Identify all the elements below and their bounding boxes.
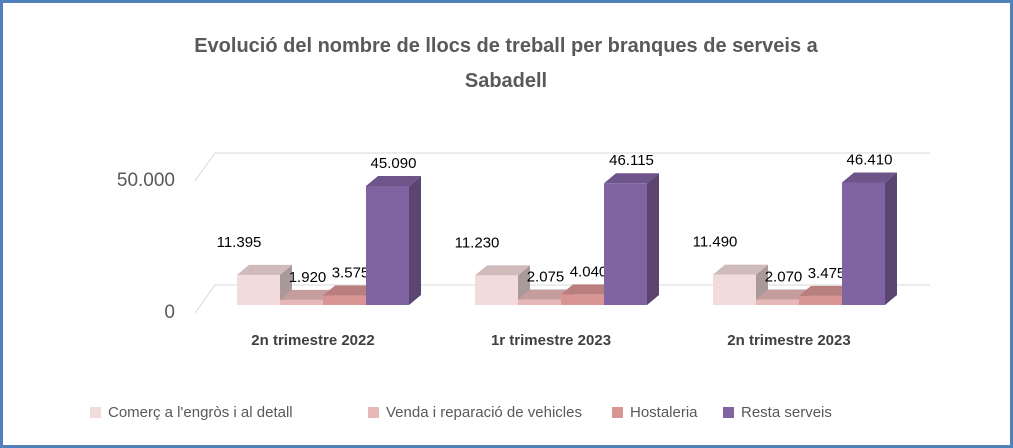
bar: [799, 295, 842, 305]
value-label: 11.490: [693, 234, 738, 251]
bar: [323, 295, 366, 305]
bar: [518, 299, 561, 305]
bar-top: [604, 173, 659, 184]
value-label: 3.475: [808, 265, 846, 282]
legend-label: Comerç a l'engròs i al detall: [108, 404, 293, 421]
bar: [842, 182, 885, 305]
chart-title: Evolució del nombre de llocs de treball …: [194, 35, 818, 92]
y-tick-label: 50.000: [117, 170, 175, 191]
legend-label: Hostaleria: [630, 404, 698, 421]
legend-label: Venda i reparació de vehicles: [386, 404, 582, 421]
value-label: 45.090: [371, 155, 417, 172]
bar: [475, 275, 518, 305]
bar-top: [475, 265, 530, 276]
legend-swatch: [723, 407, 734, 418]
legend-swatch: [90, 407, 101, 418]
bar-top: [713, 264, 768, 275]
bar-top: [518, 289, 573, 300]
x-tick-label: 2n trimestre 2022: [251, 332, 374, 349]
value-label: 46.115: [609, 152, 654, 169]
legend-label: Resta serveis: [741, 404, 832, 421]
y-tick-label: 0: [164, 302, 175, 323]
x-tick-label: 1r trimestre 2023: [491, 332, 611, 349]
bar: [366, 185, 409, 305]
bar-side: [885, 172, 897, 305]
bar: [756, 299, 799, 305]
bar: [237, 274, 280, 305]
value-label: 46.410: [847, 151, 893, 168]
bar: [561, 294, 604, 305]
legend-swatch: [612, 407, 623, 418]
bar-side: [647, 173, 659, 305]
bar-top: [799, 285, 854, 296]
value-label: 2.070: [765, 269, 803, 286]
bar: [280, 299, 323, 305]
bar-top: [756, 289, 811, 300]
bar-top: [280, 289, 335, 300]
bar-top: [323, 285, 378, 296]
bar-top: [366, 175, 421, 186]
legend-swatch: [368, 407, 379, 418]
grid-line: [194, 284, 930, 314]
value-label: 1.920: [289, 269, 327, 286]
bar-top: [842, 172, 897, 183]
value-label: 3.575: [332, 265, 370, 282]
bar: [604, 183, 647, 305]
value-label: 11.395: [217, 234, 262, 251]
grid-line: [194, 152, 930, 182]
bar-side: [409, 175, 421, 305]
x-tick-label: 2n trimestre 2023: [727, 332, 850, 349]
bar: [713, 274, 756, 305]
value-label: 4.040: [570, 263, 608, 280]
value-label: 11.230: [455, 234, 500, 251]
bar-top: [237, 264, 292, 275]
value-label: 2.075: [527, 268, 565, 285]
bar-top: [561, 284, 616, 295]
